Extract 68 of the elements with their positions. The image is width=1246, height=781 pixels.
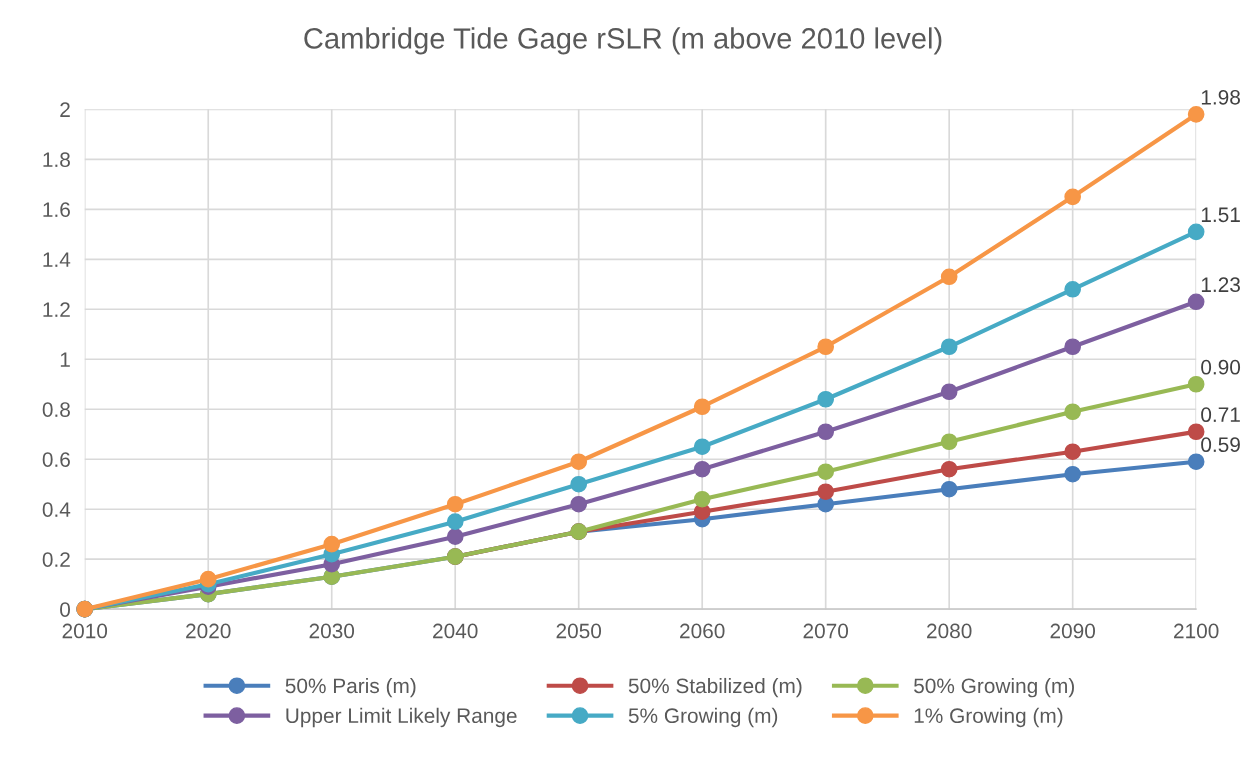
x-tick-label: 2070 [803,623,849,639]
data-label: 0.71 [1201,407,1240,423]
point [693,438,711,456]
y-tick-label: 1.8 [43,152,70,168]
y-tick-label: 1.4 [43,252,71,267]
point [693,398,711,416]
chart-title: Cambridge Tide Gage rSLR (m above 2010 level) [304,27,942,55]
y-tick-label: 0.2 [42,552,70,567]
legend-label: 50% Stabilized (m) [628,677,802,698]
legend-label: 1% Growing (m) [914,707,1063,728]
y-tick-label: 2 [60,102,70,117]
point [940,338,958,356]
point [940,460,958,478]
point [693,460,711,478]
point [1064,338,1082,356]
data-label: 0.59 [1201,437,1240,453]
legend-label: 50% Paris (m) [285,677,416,698]
y-tick-label: 1 [60,352,70,367]
point [570,495,588,513]
point [1187,375,1205,393]
point [323,535,341,553]
point [817,390,835,408]
point [570,475,588,493]
x-tick-label: 2090 [1050,623,1096,639]
x-tick-label: 2050 [556,623,602,639]
data-label: 1.98 [1201,89,1240,105]
point [199,570,217,588]
point [1187,106,1205,123]
y-tick-label: 0.6 [42,452,70,467]
point [693,490,711,508]
x-tick-label: 2080 [927,623,972,639]
point [446,528,464,546]
legend-label: 5% Growing (m) [628,707,778,728]
point [1064,443,1082,461]
point [1064,188,1082,206]
x-tick-label: 2060 [680,623,725,639]
point [940,268,958,286]
point [940,433,958,451]
y-tick-label: 1.6 [43,202,70,218]
point [817,338,835,356]
data-label: 0.90 [1201,359,1241,375]
y-tick-label: 0.8 [42,402,70,417]
point [1187,223,1205,241]
point [1064,403,1082,421]
y-tick-label: 0.4 [42,502,71,517]
x-tick-label: 2020 [186,623,231,639]
legend-label: Upper Limit Likely Range [286,707,517,728]
x-tick-label: 2040 [433,623,478,639]
point [446,513,464,531]
x-tick-label: 2100 [1174,623,1219,639]
point [940,383,958,401]
point [817,483,835,501]
point [1064,465,1082,483]
point [940,480,958,498]
x-tick-label: 2030 [309,623,355,639]
point [1187,293,1205,311]
x-tick-label: 2010 [62,623,108,639]
point [1187,453,1205,471]
y-tick-label: 0 [60,602,71,617]
point [446,495,464,513]
y-tick-label: 1.2 [43,302,70,317]
data-label: 1.23 [1201,277,1240,293]
point [1064,280,1082,298]
point [817,423,835,441]
point [570,453,588,471]
data-label: 1.51 [1201,207,1240,223]
legend-label: 50% Growing (m) [914,677,1074,698]
point [817,463,835,481]
